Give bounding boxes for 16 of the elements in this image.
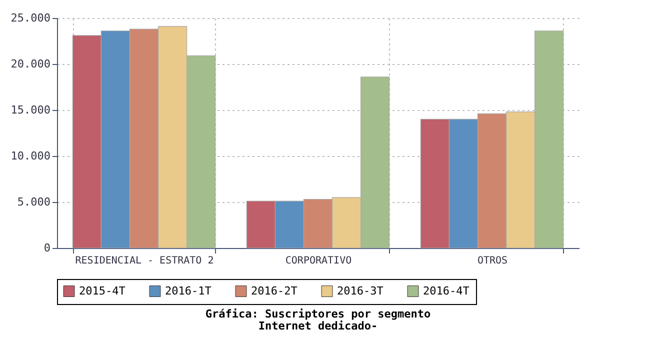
x-tick-label: CORPORATIVO xyxy=(285,256,352,266)
x-tick-label: OTROS xyxy=(477,256,508,266)
legend-label: 2016-1T xyxy=(165,284,212,298)
legend-label: 2016-2T xyxy=(251,284,298,298)
text: Internet dedicado- xyxy=(258,320,378,332)
legend-label: 2016-3T xyxy=(337,284,384,298)
legend-label: 2015-4T xyxy=(79,284,126,298)
text: Gráfica: Suscriptores por segmento xyxy=(205,308,431,320)
y-tick-label: 10.000 xyxy=(10,150,50,162)
y-tick-label: 5.000 xyxy=(17,196,50,208)
y-tick-label: 0 xyxy=(44,242,50,254)
x-tick-label: RESIDENCIAL - ESTRATO 2 xyxy=(75,256,214,266)
y-tick-label: 20.000 xyxy=(10,58,50,70)
y-tick-label: 15.000 xyxy=(10,104,50,116)
y-tick-label: 25.000 xyxy=(10,12,50,24)
legend-label: 2016-4T xyxy=(423,284,470,298)
